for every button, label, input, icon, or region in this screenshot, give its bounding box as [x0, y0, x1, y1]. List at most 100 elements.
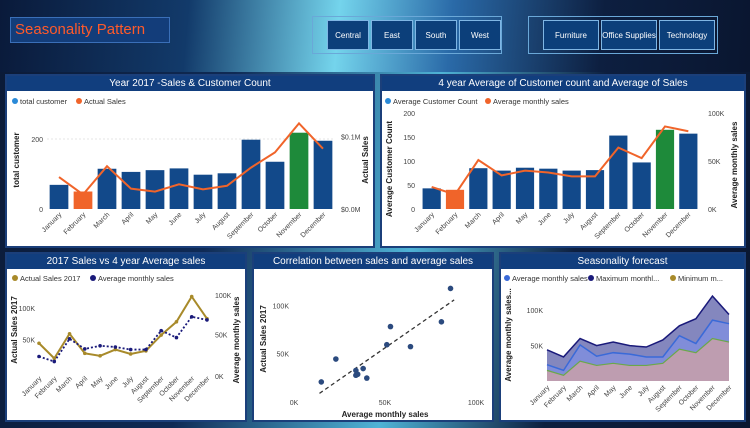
legend-label: Average monthly sales [493, 97, 569, 106]
panel-title: 2017 Sales vs 4 year Average sales [7, 254, 245, 269]
slicer-west[interactable]: West [459, 20, 501, 50]
panel-title: Correlation between sales and average sa… [254, 254, 492, 269]
y-tick-label: 100K [215, 293, 232, 300]
bar [73, 191, 93, 209]
data-point [189, 294, 194, 299]
legend-marker [90, 275, 96, 281]
bar [445, 189, 465, 209]
x-tick-label: February [435, 211, 460, 236]
chart-correlation: 100K 50K 0K 50K 100K Average monthly sales Act… [259, 285, 485, 419]
chart-2017-vs-average: Actual Sales 2017 Average monthly sales10… [10, 274, 241, 405]
legend-label: Minimum m... [678, 274, 723, 283]
y-tick-label: $0.1M [341, 134, 361, 141]
chart-4yr-average: Average Customer Count Average monthly sa… [385, 97, 739, 241]
legend-marker [504, 275, 510, 281]
slicer-furniture[interactable]: Furniture [543, 20, 599, 50]
y-tick-label: 200 [31, 137, 43, 144]
x-tick-label: April [74, 375, 89, 390]
x-tick-label: March [566, 384, 585, 403]
y-axis-label: total customer [12, 132, 21, 187]
data-point [37, 354, 41, 359]
bar [515, 167, 535, 209]
data-point [159, 328, 163, 333]
x-tick-label: May [90, 375, 105, 390]
x-tick-label: April [121, 211, 136, 226]
scatter-point [387, 323, 394, 330]
y-tick-label: 0 [411, 207, 415, 214]
data-point [189, 314, 194, 319]
slicer-south[interactable]: South [415, 20, 457, 50]
scatter-point [447, 285, 454, 292]
y-tick-label: 50K [531, 344, 544, 351]
data-point [67, 331, 72, 336]
x-tick-label: March [464, 211, 483, 230]
y-axis-label: Actual Sales 2017 [10, 296, 19, 364]
data-point [83, 351, 87, 356]
y-tick-label: 50K [215, 332, 228, 339]
category-slicer: Furniture Office Supplies Technology [528, 16, 718, 54]
bar [585, 170, 605, 209]
y-axis-label: Average monthly sales [232, 296, 241, 383]
data-point [205, 318, 209, 322]
y-axis-label: Actual Sales 2017 [259, 305, 268, 373]
y-tick-label: 100K [19, 306, 36, 313]
panel-sales-customer-2017: Year 2017 -Sales & Customer Count total … [5, 74, 375, 248]
series-line-actual-2017 [38, 294, 208, 360]
chart-sales-customer-2017: total customer Actual Sales 200 0 $0.1M $0.0M… [12, 97, 370, 241]
scatter-point [384, 341, 390, 348]
x-axis-label: Average monthly sales [342, 410, 429, 419]
x-tick-label: May [603, 384, 618, 399]
bar [679, 133, 698, 209]
y-tick-label: 0K [708, 207, 717, 214]
series-line-average [38, 315, 208, 363]
legend-marker [670, 275, 676, 281]
x-tick-label: August [211, 211, 231, 231]
series-line-actual-sales [58, 121, 324, 196]
x-tick-label: December [665, 211, 693, 239]
panel-title: Year 2017 -Sales & Customer Count [7, 76, 373, 91]
scatter-point [353, 367, 359, 374]
x-tick-label: February [63, 211, 88, 236]
x-tick-label: June [618, 384, 634, 400]
x-tick-label: January [414, 211, 437, 234]
legend-label: Maximum monthl... [596, 274, 659, 283]
legend-marker [485, 98, 491, 104]
legend-marker [588, 275, 594, 281]
bar [492, 170, 511, 209]
data-point [144, 347, 148, 352]
bar [469, 168, 488, 209]
x-tick-label: 100K [468, 400, 485, 407]
legend-marker [76, 98, 82, 104]
x-tick-label: December [300, 211, 328, 239]
y-axis-label: Average monthly sales [730, 121, 739, 208]
panel-correlation: Correlation between sales and average sa… [252, 252, 494, 422]
data-point [113, 347, 118, 352]
bar [97, 168, 117, 209]
legend-marker [12, 275, 18, 281]
y-tick-label: 100K [527, 308, 544, 315]
bar [313, 140, 333, 209]
slicer-central[interactable]: Central [327, 20, 369, 50]
x-tick-label: April [586, 384, 601, 399]
x-tick-label: March [93, 211, 112, 230]
legend-label: Average monthly sales [512, 274, 588, 283]
data-point [98, 354, 102, 358]
data-point [83, 347, 87, 351]
x-tick-label: June [537, 211, 553, 227]
slicer-technology[interactable]: Technology [659, 20, 715, 50]
scatter-point [407, 343, 414, 350]
data-point [174, 335, 179, 340]
data-point [128, 347, 133, 352]
data-point [113, 345, 118, 349]
data-point [52, 356, 57, 361]
slicer-east[interactable]: East [371, 20, 413, 50]
y-axis-label: Actual Sales [361, 136, 370, 184]
scatter-point [360, 365, 366, 372]
data-point [128, 352, 133, 356]
slicer-office-supplies[interactable]: Office Supplies [601, 20, 657, 50]
series-line-minimum [546, 337, 730, 377]
x-tick-label: March [55, 375, 74, 394]
series-line-maximum [546, 294, 730, 358]
y-tick-label: 100K [708, 111, 725, 118]
bar [145, 170, 165, 209]
